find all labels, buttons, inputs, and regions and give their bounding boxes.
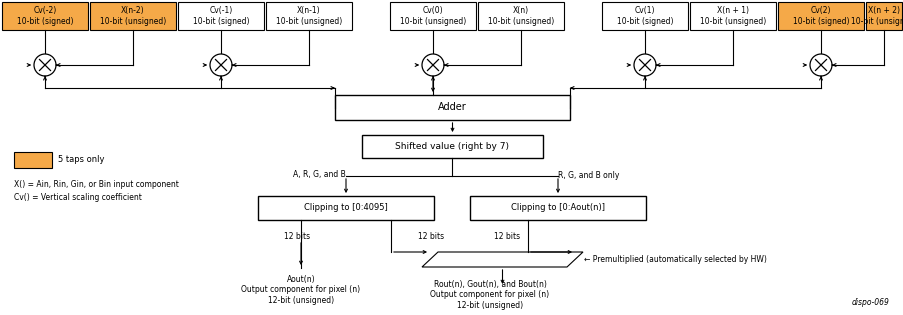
Text: A, R, G, and B: A, R, G, and B: [293, 170, 346, 180]
Bar: [865, 2, 901, 30]
Text: 12 bits: 12 bits: [493, 232, 519, 241]
Text: Rout(n), Gout(n), and Bout(n)
Output component for pixel (n)
12-bit (unsigned): Rout(n), Gout(n), and Bout(n) Output com…: [430, 280, 549, 310]
Text: Clipping to [0:Aout(n)]: Clipping to [0:Aout(n)]: [510, 203, 604, 213]
Text: 12 bits: 12 bits: [417, 232, 443, 241]
Text: R, G, and B only: R, G, and B only: [557, 170, 619, 180]
Bar: [777, 2, 863, 30]
Bar: [361, 135, 543, 158]
Bar: [2, 2, 88, 30]
Text: ← Premultiplied (automatically selected by HW): ← Premultiplied (automatically selected …: [583, 255, 766, 265]
Text: X(n-1)
10-bit (unsigned): X(n-1) 10-bit (unsigned): [275, 6, 341, 26]
Circle shape: [209, 54, 232, 76]
Circle shape: [809, 54, 831, 76]
Bar: [601, 2, 687, 30]
Bar: [90, 2, 176, 30]
Bar: [265, 2, 351, 30]
Text: 5 taps only: 5 taps only: [58, 156, 105, 164]
Text: X(n-2)
10-bit (unsigned): X(n-2) 10-bit (unsigned): [99, 6, 166, 26]
Text: X() = Ain, Rin, Gin, or Bin input component: X() = Ain, Rin, Gin, or Bin input compon…: [14, 180, 179, 189]
Text: Aout(n)
Output component for pixel (n)
12-bit (unsigned): Aout(n) Output component for pixel (n) 1…: [241, 275, 360, 305]
Text: Shifted value (right by 7): Shifted value (right by 7): [396, 142, 509, 151]
Bar: [470, 196, 646, 220]
Bar: [335, 95, 570, 120]
Text: Cv(2)
10-bit (signed): Cv(2) 10-bit (signed): [792, 6, 848, 26]
Text: Cv(0)
10-bit (unsigned): Cv(0) 10-bit (unsigned): [399, 6, 466, 26]
Bar: [178, 2, 264, 30]
Bar: [14, 152, 52, 168]
Bar: [257, 196, 433, 220]
Text: X(n + 1)
10-bit (unsigned): X(n + 1) 10-bit (unsigned): [699, 6, 765, 26]
Bar: [389, 2, 476, 30]
Text: Cv(1)
10-bit (signed): Cv(1) 10-bit (signed): [616, 6, 673, 26]
Bar: [689, 2, 775, 30]
Text: Cv(-1)
10-bit (signed): Cv(-1) 10-bit (signed): [192, 6, 249, 26]
Text: X(n + 2)
10-bit (unsigned): X(n + 2) 10-bit (unsigned): [850, 6, 903, 26]
Bar: [478, 2, 563, 30]
Text: Cv(-2)
10-bit (signed): Cv(-2) 10-bit (signed): [17, 6, 73, 26]
Circle shape: [633, 54, 656, 76]
Circle shape: [34, 54, 56, 76]
Text: 12 bits: 12 bits: [284, 232, 310, 241]
Text: dispo-069: dispo-069: [852, 298, 889, 307]
Circle shape: [422, 54, 443, 76]
Text: Adder: Adder: [438, 102, 466, 112]
Text: Cv() = Vertical scaling coefficient: Cv() = Vertical scaling coefficient: [14, 193, 142, 202]
Text: Clipping to [0:4095]: Clipping to [0:4095]: [303, 203, 387, 213]
Text: X(n)
10-bit (unsigned): X(n) 10-bit (unsigned): [488, 6, 554, 26]
Polygon shape: [422, 252, 582, 267]
